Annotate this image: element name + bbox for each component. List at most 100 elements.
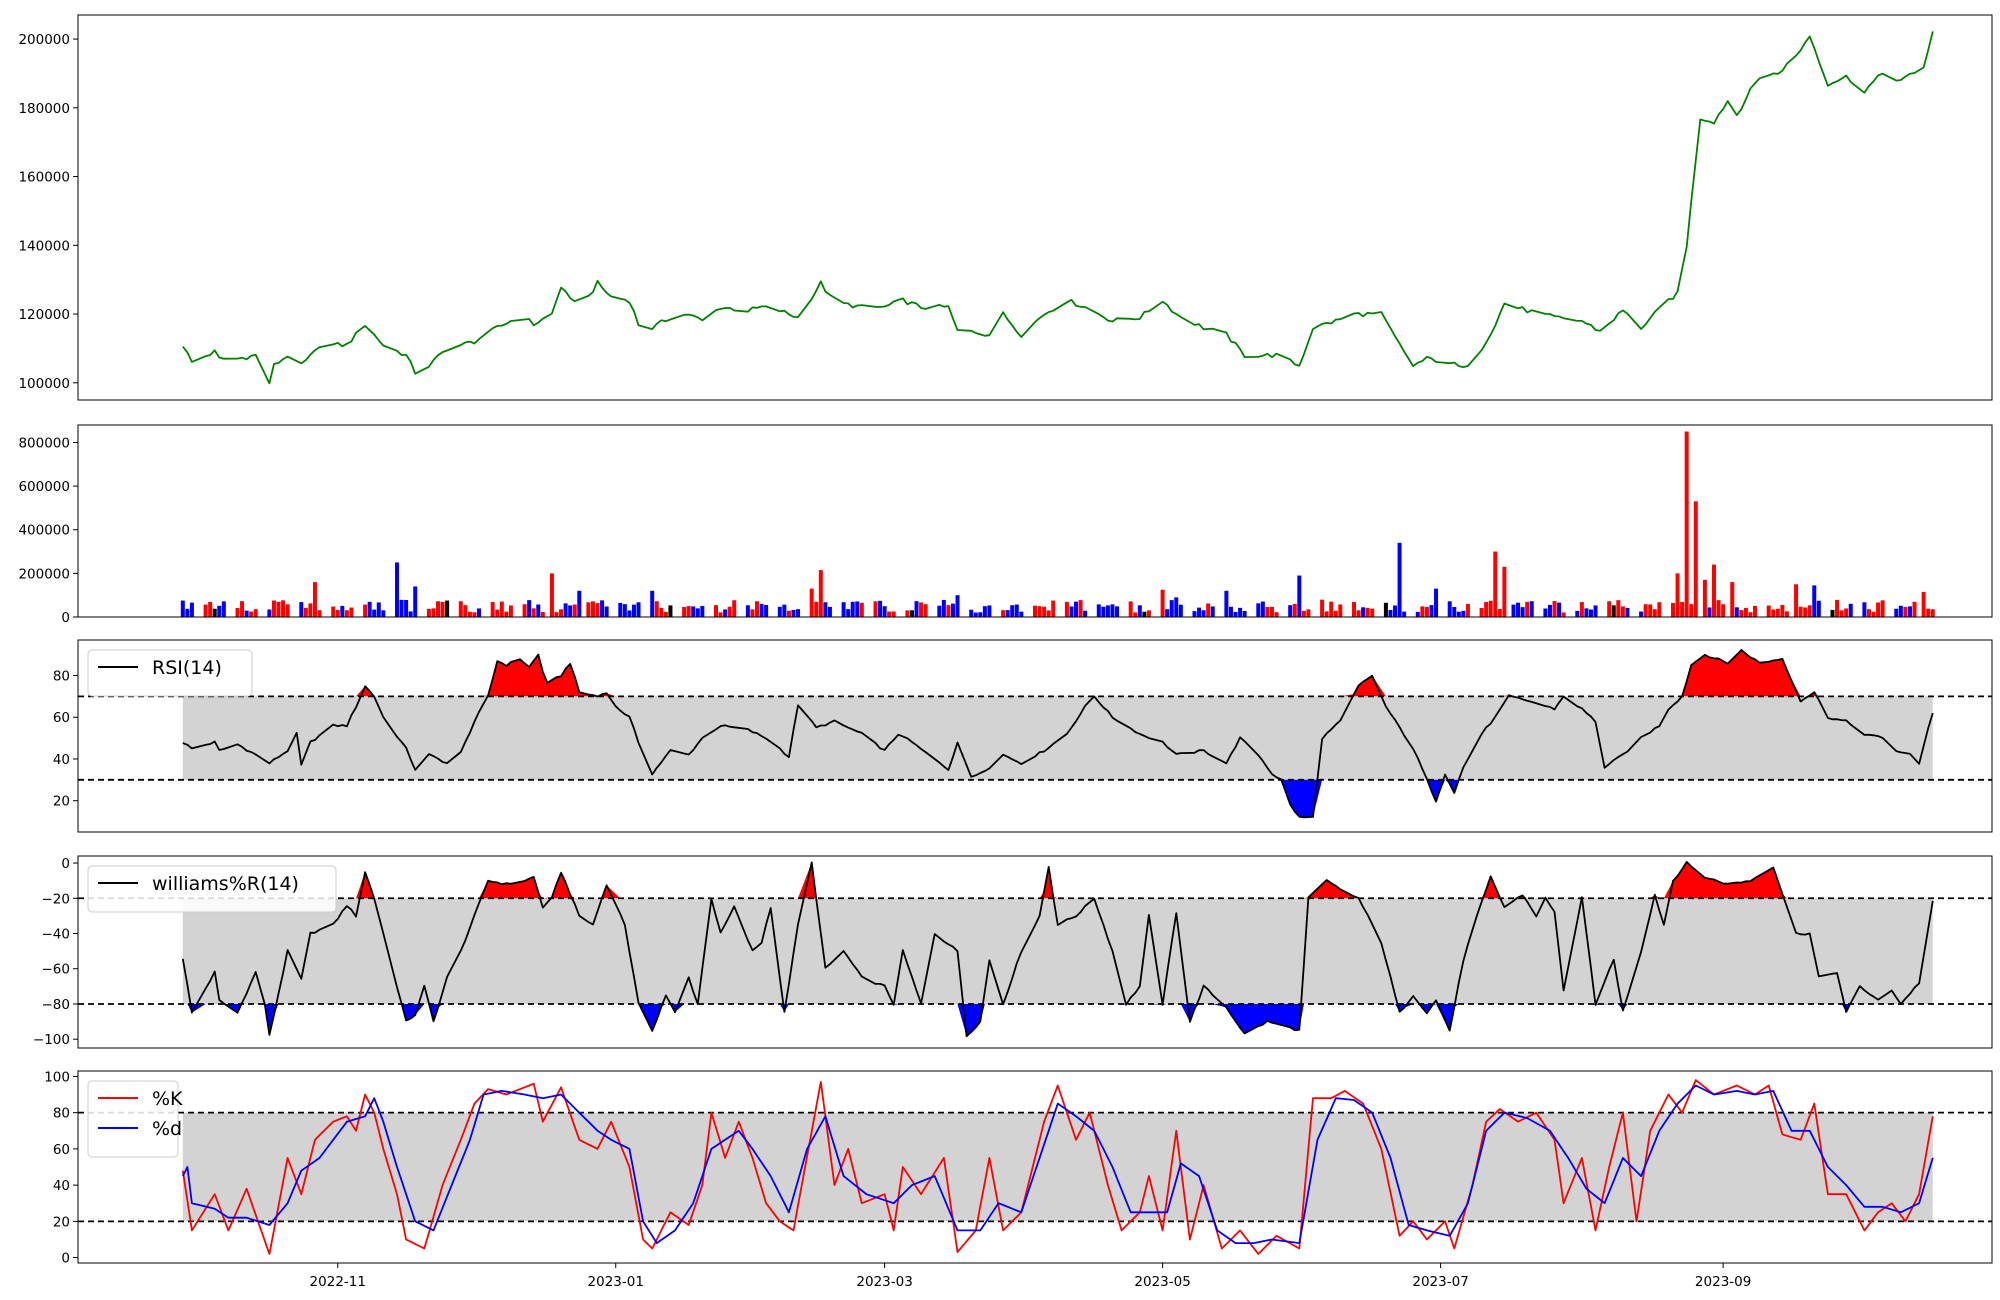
volume-bar <box>1771 609 1776 617</box>
volume-bar <box>1803 607 1808 617</box>
volume-bar <box>1921 591 1926 617</box>
rsi-series-line <box>182 649 1934 819</box>
volume-bar <box>1014 604 1019 617</box>
volume-bar <box>1657 602 1662 617</box>
volume-bar <box>472 612 477 617</box>
volume-bar <box>1520 607 1525 617</box>
volume-bar <box>878 600 883 617</box>
volume-bar <box>1639 611 1644 617</box>
volume-bar <box>1333 610 1338 617</box>
volume-bar <box>782 604 787 617</box>
volume-bar <box>1201 610 1206 617</box>
volume-bar <box>873 601 878 617</box>
volume-bar <box>1397 542 1402 617</box>
volume-bar <box>1356 610 1361 617</box>
volume-bar <box>1871 611 1876 617</box>
rsi-ytick-label: 20 <box>53 794 70 810</box>
volume-bar <box>1297 575 1302 617</box>
volume-bar <box>240 601 245 617</box>
volume-bar <box>431 608 436 617</box>
rsi-ytick-label: 80 <box>53 668 70 684</box>
volume-bar <box>285 604 290 617</box>
volume-ytick-label: 600000 <box>18 479 70 495</box>
volume-bar <box>1274 612 1279 617</box>
volume-ytick-label: 400000 <box>18 523 70 539</box>
volume-bar <box>1903 606 1908 617</box>
volume-bar <box>818 570 823 617</box>
volume-bar <box>1228 606 1233 617</box>
volume-bar <box>1306 609 1311 617</box>
volume-bar <box>508 605 513 617</box>
volume-bar <box>1019 611 1024 617</box>
volume-bar <box>1078 600 1083 617</box>
volume-bar <box>891 611 896 617</box>
volume-bar <box>436 601 441 617</box>
volume-bar <box>654 601 659 617</box>
volume-bar <box>1488 600 1493 617</box>
volume-bar <box>686 606 691 617</box>
volume-bar <box>203 604 208 617</box>
volume-bar <box>714 605 718 617</box>
volume-bar <box>937 605 942 617</box>
volume-bar <box>827 606 832 617</box>
volume-bar <box>1042 606 1047 617</box>
volume-bar <box>568 605 573 617</box>
volume-bar <box>217 605 222 617</box>
volume-bar <box>1693 501 1698 617</box>
williams-legend-box <box>87 865 337 913</box>
volume-bar <box>1338 604 1343 617</box>
volume-bar <box>1238 607 1243 617</box>
volume-bar <box>1497 609 1502 617</box>
williams-frame <box>77 855 1993 1049</box>
volume-bar <box>600 600 605 617</box>
stochastic-panel: 0 20 40 60 80 100 2022-11 2023-01 2023-03 2023-05… <box>44 1069 1993 1290</box>
volume-bar <box>1033 605 1037 617</box>
volume-bar <box>723 609 728 617</box>
volume-bar <box>1502 566 1507 617</box>
volume-bar <box>1224 590 1229 617</box>
stochastic-legend-label: %K <box>152 1088 183 1110</box>
volume-bar <box>1593 605 1598 617</box>
volume-bar <box>499 601 504 617</box>
x-tick-label: 2022-11 <box>310 1274 366 1290</box>
volume-bar <box>627 610 632 617</box>
volume-bar <box>969 609 974 617</box>
volume-bar <box>1716 600 1721 617</box>
volume-bar <box>595 603 600 617</box>
volume-bar <box>1525 601 1530 617</box>
volume-bar <box>850 601 855 617</box>
volume-bar <box>1361 607 1366 617</box>
williams-legend-label: williams%R(14) <box>152 873 299 895</box>
volume-bar <box>536 604 541 617</box>
stochastic-d-line <box>181 1084 1934 1244</box>
volume-bar <box>1402 611 1407 617</box>
volume-bar <box>973 612 978 617</box>
volume-bar <box>1930 609 1935 617</box>
volume-bar <box>695 608 700 617</box>
volume-bar <box>1588 609 1593 617</box>
volume-bar <box>755 601 760 617</box>
volume-bar <box>522 604 527 617</box>
volume-bar <box>463 605 468 617</box>
volume-bar <box>1766 605 1771 617</box>
volume-bar <box>408 611 413 617</box>
volume-bar <box>1730 582 1735 617</box>
volume-bar <box>490 602 495 617</box>
price-ytick-label: 140000 <box>18 238 70 254</box>
volume-bar <box>955 595 960 617</box>
x-tick-label: 2023-05 <box>1134 1274 1190 1290</box>
volume-bar <box>1547 604 1552 617</box>
volume-bar <box>1420 606 1425 617</box>
volume-bar <box>1365 607 1370 617</box>
volume-bar <box>1743 607 1748 617</box>
volume-bar <box>212 608 217 617</box>
volume-bar <box>281 600 286 617</box>
volume-bar <box>540 612 545 617</box>
x-tick-label: 2023-09 <box>1695 1274 1751 1290</box>
volume-bar <box>1461 610 1466 617</box>
williams-band-fill <box>182 898 1933 1004</box>
volume-bar <box>668 605 673 617</box>
volume-bar <box>1652 609 1657 617</box>
volume-bar <box>909 610 914 617</box>
volume-bar <box>1074 601 1079 617</box>
